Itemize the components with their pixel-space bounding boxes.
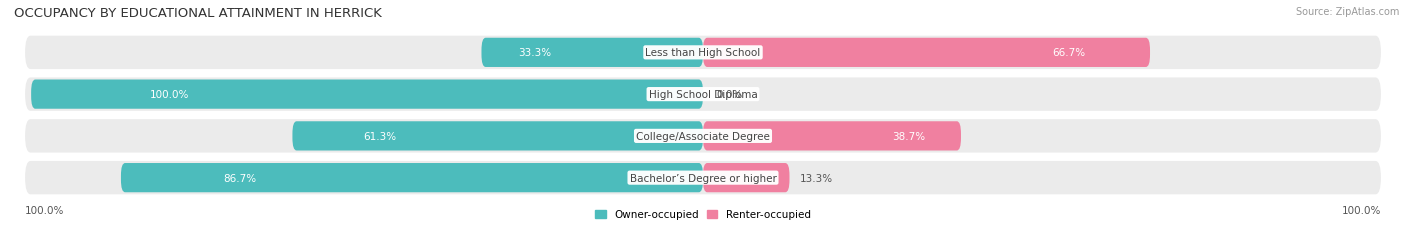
FancyBboxPatch shape [703,39,1150,68]
Text: OCCUPANCY BY EDUCATIONAL ATTAINMENT IN HERRICK: OCCUPANCY BY EDUCATIONAL ATTAINMENT IN H… [14,7,382,20]
Text: Bachelor’s Degree or higher: Bachelor’s Degree or higher [630,173,776,183]
FancyBboxPatch shape [25,78,1381,111]
Legend: Owner-occupied, Renter-occupied: Owner-occupied, Renter-occupied [591,205,815,224]
FancyBboxPatch shape [703,122,960,151]
FancyBboxPatch shape [703,163,790,192]
FancyBboxPatch shape [292,122,703,151]
FancyBboxPatch shape [25,120,1381,153]
FancyBboxPatch shape [121,163,703,192]
Text: 13.3%: 13.3% [800,173,832,183]
FancyBboxPatch shape [31,80,703,109]
FancyBboxPatch shape [25,36,1381,70]
Text: Less than High School: Less than High School [645,48,761,58]
Text: 100.0%: 100.0% [25,205,65,215]
FancyBboxPatch shape [481,39,703,68]
Text: 61.3%: 61.3% [364,131,396,141]
Text: 66.7%: 66.7% [1053,48,1085,58]
Text: 100.0%: 100.0% [149,90,188,100]
FancyBboxPatch shape [25,161,1381,195]
Text: High School Diploma: High School Diploma [648,90,758,100]
Text: 100.0%: 100.0% [1341,205,1381,215]
Text: Source: ZipAtlas.com: Source: ZipAtlas.com [1295,7,1399,17]
Text: 38.7%: 38.7% [891,131,925,141]
Text: College/Associate Degree: College/Associate Degree [636,131,770,141]
Text: 86.7%: 86.7% [224,173,256,183]
Text: 0.0%: 0.0% [717,90,742,100]
Text: 33.3%: 33.3% [519,48,551,58]
